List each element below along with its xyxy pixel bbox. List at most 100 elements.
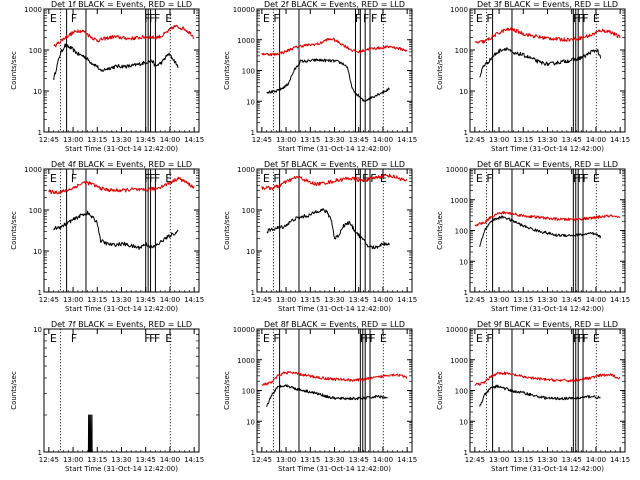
panel-det-7: Det 7f BLACK = Events, RED = LLD 1 10 Count… — [10, 320, 204, 473]
flag-label-f: F — [363, 12, 369, 25]
x-tick-label: 12:45 — [465, 136, 485, 144]
flag-label-f: F — [371, 12, 377, 25]
x-tick-label: 13:45 — [136, 456, 156, 464]
flag-label-e: E — [50, 172, 57, 185]
x-axis-label: Start Time (31-Oct-14 12:42:00) — [65, 305, 178, 313]
lld-series-line — [261, 173, 408, 191]
flag-label-f: F — [578, 172, 584, 185]
x-tick-label: 13:15 — [300, 296, 320, 304]
x-tick-label: 14:00 — [586, 456, 606, 464]
plot-frame — [256, 8, 413, 133]
events-series-line — [479, 47, 602, 78]
flag-label-f: F — [486, 12, 492, 25]
panel-title: Det 7f BLACK = Events, RED = LLD — [51, 320, 192, 329]
y-tick-label: 10000 — [233, 6, 255, 14]
y-tick-label: 100 — [455, 388, 468, 396]
y-tick-label: 10 — [246, 248, 255, 256]
flag-label-f: F — [71, 332, 77, 345]
y-tick-label: 10 — [33, 88, 42, 96]
flag-label-f: F — [355, 12, 361, 25]
flag-label-f: F — [154, 332, 160, 345]
y-axis-label: Counts/sec — [223, 371, 231, 410]
x-tick-label: 13:15 — [513, 296, 533, 304]
x-tick-label: 13:30 — [324, 296, 344, 304]
x-tick-label: 14:15 — [397, 456, 417, 464]
x-tick-label: 13:15 — [300, 456, 320, 464]
flag-label-f: F — [573, 12, 579, 25]
x-tick-label: 13:15 — [87, 136, 107, 144]
y-axis-label: Counts/sec — [10, 211, 18, 250]
x-tick-label: 13:30 — [111, 456, 131, 464]
events-series-line — [479, 384, 601, 407]
flag-label-e: E — [380, 172, 387, 185]
flag-label-f: F — [582, 172, 588, 185]
events-series-line — [266, 58, 390, 102]
y-tick-label: 100 — [242, 68, 255, 76]
x-tick-label: 14:00 — [373, 136, 393, 144]
events-series-line — [479, 215, 602, 248]
panel-det-6: Det 6f BLACK = Events, RED = LLD 1 10 100 10… — [436, 160, 630, 313]
x-tick-label: 13:30 — [537, 296, 557, 304]
y-tick-label: 10000 — [446, 326, 468, 334]
flag-label-f: F — [578, 12, 584, 25]
flag-label-e: E — [50, 332, 57, 345]
x-tick-label: 13:30 — [111, 296, 131, 304]
x-tick-label: 12:45 — [252, 456, 272, 464]
flag-label-f: F — [149, 12, 155, 25]
x-axis-label: Start Time (31-Oct-14 12:42:00) — [65, 465, 178, 473]
x-tick-label: 13:45 — [562, 296, 582, 304]
flag-label-f: F — [149, 172, 155, 185]
y-tick-label: 10 — [33, 326, 42, 334]
events-series-line — [53, 43, 179, 81]
x-tick-label: 13:45 — [136, 296, 156, 304]
x-tick-label: 12:45 — [39, 296, 59, 304]
flag-label-f: F — [354, 172, 360, 185]
y-tick-label: 10 — [459, 258, 468, 266]
panel-title: Det 8f BLACK = Events, RED = LLD — [264, 320, 405, 329]
y-tick-label: 1000 — [450, 197, 468, 205]
x-tick-label: 13:30 — [324, 136, 344, 144]
y-tick-label: 10000 — [233, 326, 255, 334]
events-series-line — [53, 210, 179, 250]
x-tick-label: 14:00 — [160, 136, 180, 144]
x-tick-label: 14:15 — [610, 136, 630, 144]
x-tick-label: 13:30 — [324, 456, 344, 464]
y-tick-label: 1000 — [450, 6, 468, 14]
x-axis-label: Start Time (31-Oct-14 12:42:00) — [278, 305, 391, 313]
y-tick-label: 100 — [242, 388, 255, 396]
flag-label-f: F — [154, 12, 160, 25]
flag-label-f: F — [582, 332, 588, 345]
plot-frame — [469, 8, 626, 133]
x-tick-label: 13:45 — [562, 136, 582, 144]
plot-frame — [43, 8, 200, 133]
flag-label-f: F — [144, 332, 150, 345]
flag-label-f: F — [71, 172, 77, 185]
lld-series-line — [261, 371, 408, 386]
y-tick-label: 1 — [251, 289, 255, 297]
x-tick-label: 13:45 — [349, 296, 369, 304]
y-tick-label: 10 — [33, 248, 42, 256]
flag-label-e: E — [476, 172, 483, 185]
lld-series-line — [53, 24, 195, 48]
y-tick-label: 10 — [246, 418, 255, 426]
x-tick-label: 13:00 — [63, 136, 83, 144]
x-tick-label: 14:15 — [610, 456, 630, 464]
x-axis-label: Start Time (31-Oct-14 12:42:00) — [491, 305, 604, 313]
x-tick-label: 13:45 — [349, 456, 369, 464]
y-tick-label: 100 — [242, 207, 255, 215]
y-axis-label: Counts/sec — [436, 371, 444, 410]
y-axis-label: Counts/sec — [223, 51, 231, 90]
flag-label-f: F — [273, 172, 279, 185]
x-tick-label: 13:15 — [300, 136, 320, 144]
panel-title: Det 3f BLACK = Events, RED = LLD — [477, 0, 618, 9]
flag-label-f: F — [144, 12, 150, 25]
panel-det-9: Det 9f BLACK = Events, RED = LLD 1 10 100 10… — [436, 320, 630, 473]
flag-label-e: E — [593, 332, 600, 345]
y-axis-label: Counts/sec — [436, 211, 444, 250]
plot-frame — [43, 168, 200, 293]
y-tick-label: 10 — [246, 98, 255, 106]
x-tick-label: 13:15 — [513, 136, 533, 144]
y-tick-label: 1000 — [450, 357, 468, 365]
plot-frame — [256, 168, 413, 293]
